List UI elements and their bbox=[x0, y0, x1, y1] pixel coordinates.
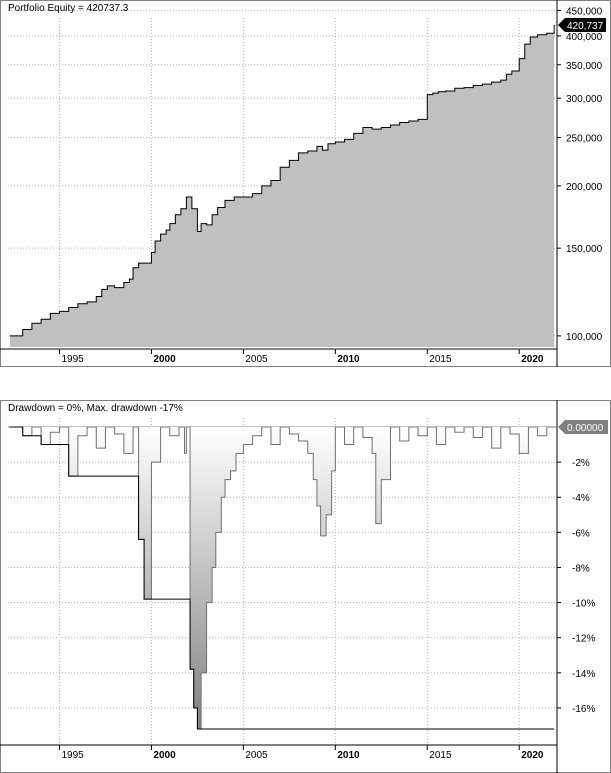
y-tick-label: -4% bbox=[572, 493, 590, 504]
x-tick-label: 2000 bbox=[153, 354, 176, 365]
y-tick-label: -6% bbox=[572, 528, 590, 539]
x-tick-label: 2000 bbox=[153, 750, 176, 761]
y-tick-label: -2% bbox=[572, 458, 590, 469]
x-tick-label: 2015 bbox=[429, 750, 452, 761]
x-tick-label: 2010 bbox=[337, 750, 360, 761]
equity-title: Portfolio Equity = 420737.3 bbox=[8, 3, 129, 14]
drawdown-title: Drawdown = 0%, Max. drawdown -17% bbox=[8, 403, 183, 414]
y-tick-label: 300,000 bbox=[566, 94, 603, 105]
x-tick-label: 1995 bbox=[61, 750, 84, 761]
y-tick-label: -14% bbox=[572, 669, 595, 680]
y-tick-label: -10% bbox=[572, 599, 595, 610]
y-tick-label: 350,000 bbox=[566, 61, 603, 72]
last-value-tag bbox=[558, 420, 608, 434]
y-tick-label: 150,000 bbox=[566, 244, 603, 255]
y-tick-label: 200,000 bbox=[566, 182, 603, 193]
equity-area bbox=[9, 24, 555, 347]
drawdown-line bbox=[9, 426, 555, 730]
drawdown-area bbox=[9, 427, 555, 729]
equity-line bbox=[9, 24, 555, 337]
y-tick-label: 100,000 bbox=[566, 332, 603, 343]
last-value-label: 420,737 bbox=[567, 21, 604, 32]
max-drawdown-line bbox=[9, 426, 555, 730]
y-tick-label: -12% bbox=[572, 634, 595, 645]
y-tick-label: -8% bbox=[572, 563, 590, 574]
drawdown-chart: -2% -4% -6% -8% -10% -12% -14% -16% 1995 2000 2005… bbox=[0, 400, 611, 773]
x-tick-label: 2010 bbox=[337, 354, 360, 365]
x-tick-label: 2005 bbox=[245, 750, 268, 761]
x-tick-label: 2020 bbox=[521, 354, 544, 365]
x-tick-label: 1995 bbox=[61, 354, 84, 365]
x-tick-label: 2020 bbox=[521, 750, 544, 761]
y-tick-label: 250,000 bbox=[566, 134, 603, 145]
x-tick-label: 2015 bbox=[429, 354, 452, 365]
y-tick-label: 450,000 bbox=[566, 6, 603, 17]
equity-chart: 100,000 150,000 200,000 250,000 300,000 350,0… bbox=[0, 0, 611, 367]
y-tick-label: 400,000 bbox=[566, 32, 603, 43]
y-tick-label: -16% bbox=[572, 704, 595, 715]
equity-panel: 100,000 150,000 200,000 250,000 300,000 350,0… bbox=[0, 0, 611, 367]
last-value-label: 0.00000 bbox=[567, 423, 604, 434]
drawdown-panel: -2% -4% -6% -8% -10% -12% -14% -16% 1995 2000 2005… bbox=[0, 400, 611, 773]
last-value-tag bbox=[558, 17, 606, 32]
x-tick-label: 2005 bbox=[245, 354, 268, 365]
